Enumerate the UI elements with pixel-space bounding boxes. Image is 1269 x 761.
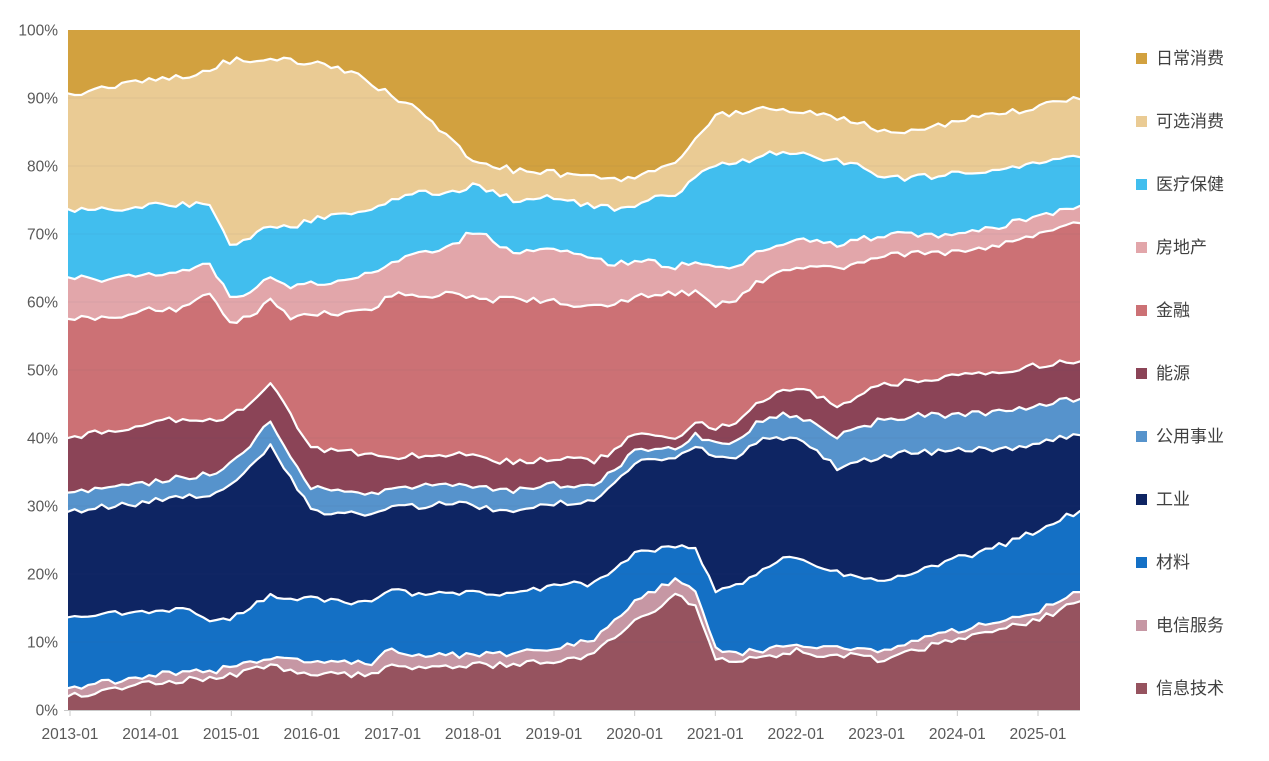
boundary-line-cons-discretionary (66, 56, 1082, 183)
legend-item-industrials: 工业 (1136, 488, 1190, 510)
y-axis-label: 30% (27, 499, 58, 516)
area-band-healthcare (68, 151, 1080, 297)
legend-swatch-industrials (1136, 493, 1147, 505)
legend-swatch-materials (1136, 556, 1147, 568)
legend-item-cons-staples: 日常消费 (1136, 47, 1224, 69)
legend-swatch-energy (1136, 367, 1147, 379)
x-axis-label: 2017-01 (364, 726, 421, 743)
x-axis-label: 2016-01 (284, 726, 341, 743)
legend-item-real-estate: 房地产 (1136, 236, 1207, 258)
boundary-line-energy (66, 359, 1082, 466)
legend-swatch-telecom (1136, 619, 1147, 631)
legend-label-financials: 金融 (1156, 300, 1190, 320)
legend-label-real-estate: 房地产 (1156, 237, 1207, 257)
area-band-cons-discretionary (68, 57, 1080, 245)
legend-item-energy: 能源 (1136, 362, 1190, 384)
boundary-line-financials (66, 221, 1082, 324)
boundary-line-real-estate (66, 204, 1082, 298)
legend-item-utilities: 公用事业 (1136, 425, 1224, 447)
y-axis-label: 0% (36, 703, 59, 720)
y-axis-label: 10% (27, 635, 58, 652)
boundary-line-info-tech (66, 592, 1082, 698)
y-axis-label: 90% (27, 91, 58, 108)
boundary-line-telecom (66, 577, 1082, 690)
area-band-industrials (68, 434, 1080, 622)
boundary-line-utilities (66, 396, 1082, 496)
boundary-line-industrials (66, 433, 1082, 517)
legend-label-healthcare: 医疗保健 (1156, 174, 1224, 194)
chart-legend: 日常消费可选消费医疗保健房地产金融能源公用事业工业材料电信服务信息技术 (1132, 0, 1267, 761)
y-axis-label: 100% (18, 23, 58, 40)
boundary-line-materials (66, 509, 1082, 623)
legend-swatch-cons-discretionary (1136, 115, 1147, 127)
legend-swatch-healthcare (1136, 178, 1147, 190)
legend-label-cons-discretionary: 可选消费 (1156, 111, 1224, 131)
legend-swatch-financials (1136, 304, 1147, 316)
x-axis-label: 2025-01 (1010, 726, 1067, 743)
y-axis-label: 20% (27, 567, 58, 584)
legend-item-materials: 材料 (1136, 551, 1190, 573)
x-axis-label: 2019-01 (526, 726, 583, 743)
x-axis-label: 2018-01 (445, 726, 502, 743)
area-band-financials (68, 222, 1080, 465)
y-axis-label: 70% (27, 227, 58, 244)
y-axis-label: 80% (27, 159, 58, 176)
legend-swatch-utilities (1136, 430, 1147, 442)
area-band-materials (68, 511, 1080, 689)
x-axis-label: 2022-01 (768, 726, 825, 743)
legend-label-cons-staples: 日常消费 (1156, 48, 1224, 68)
legend-swatch-real-estate (1136, 241, 1147, 253)
x-axis-label: 2014-01 (122, 726, 179, 743)
legend-swatch-info-tech (1136, 682, 1147, 694)
y-axis-label: 60% (27, 295, 58, 312)
legend-label-telecom: 电信服务 (1156, 615, 1224, 635)
legend-label-industrials: 工业 (1156, 489, 1190, 509)
legend-item-financials: 金融 (1136, 299, 1190, 321)
area-band-cons-staples (68, 30, 1080, 182)
legend-label-info-tech: 信息技术 (1156, 678, 1224, 698)
legend-item-telecom: 电信服务 (1136, 614, 1224, 636)
legend-item-info-tech: 信息技术 (1136, 677, 1224, 699)
y-axis-label: 50% (27, 363, 58, 380)
area-band-info-tech (68, 593, 1080, 710)
y-axis-label: 40% (27, 431, 58, 448)
area-band-energy (68, 360, 1080, 495)
boundary-line-healthcare (66, 150, 1082, 246)
area-band-utilities (68, 397, 1080, 516)
x-axis-label: 2023-01 (848, 726, 905, 743)
legend-swatch-cons-staples (1136, 52, 1147, 64)
x-axis-label: 2021-01 (687, 726, 744, 743)
area-band-real-estate (68, 205, 1080, 323)
x-axis-label: 2020-01 (606, 726, 663, 743)
legend-label-materials: 材料 (1156, 552, 1190, 572)
x-axis-label: 2024-01 (929, 726, 986, 743)
x-axis-label: 2015-01 (203, 726, 260, 743)
area-band-telecom (68, 578, 1080, 697)
legend-label-utilities: 公用事业 (1156, 426, 1224, 446)
legend-item-cons-discretionary: 可选消费 (1136, 110, 1224, 132)
x-axis-label: 2013-01 (42, 726, 99, 743)
legend-label-energy: 能源 (1156, 363, 1190, 383)
legend-item-healthcare: 医疗保健 (1136, 173, 1224, 195)
